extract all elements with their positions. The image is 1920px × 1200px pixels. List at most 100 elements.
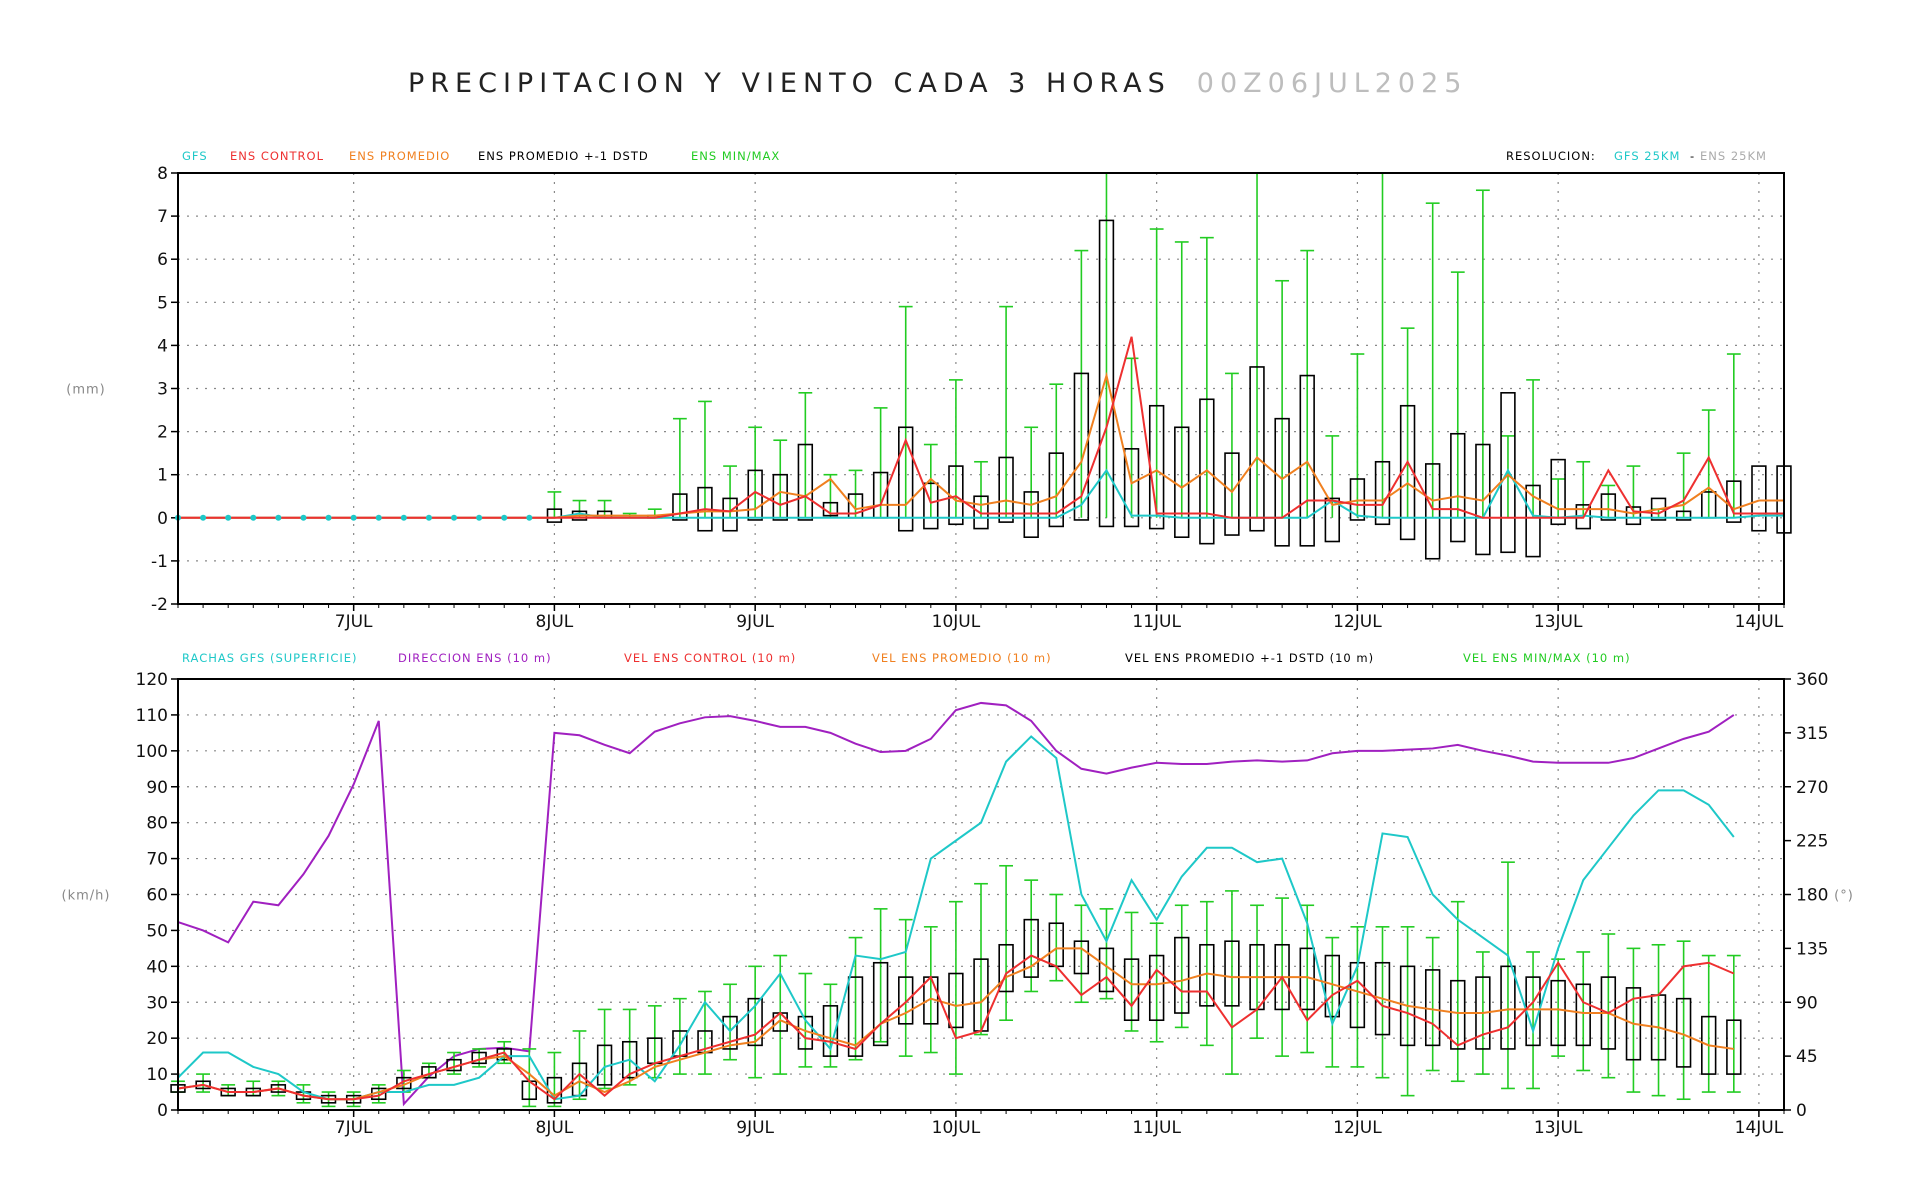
gfs-point	[400, 514, 407, 521]
x-tick-label: 8JUL	[536, 612, 574, 632]
y-tick-label: 80	[146, 814, 168, 834]
x-tick-label: 14JUL	[1735, 612, 1784, 632]
std-box	[1500, 965, 1516, 1050]
x-tick-label: 10JUL	[932, 612, 981, 632]
std-box	[1174, 936, 1190, 1014]
gfs-point	[350, 514, 357, 521]
y-tick-label: -1	[151, 552, 168, 572]
x-tick-label: 14JUL	[1735, 1118, 1784, 1138]
std-box	[1625, 506, 1642, 526]
std-box	[948, 972, 964, 1029]
std-box	[1450, 432, 1466, 543]
gfs-point	[375, 514, 382, 521]
y2-tick-label: 135	[1796, 939, 1828, 959]
gfs-point	[275, 514, 282, 521]
std-box	[822, 1005, 839, 1057]
gfs-point	[250, 514, 257, 521]
y2-tick-label: 90	[1796, 993, 1818, 1013]
legend-ens-minmax: ENS MIN/MAX	[691, 149, 780, 163]
x-tick-label: 9JUL	[736, 612, 774, 632]
gfs-point	[325, 514, 332, 521]
std-box	[672, 493, 688, 521]
plot-frame	[177, 678, 1785, 1111]
legend-vel-std: VEL ENS PROMEDIO +-1 DSTD (10 m)	[1125, 651, 1374, 665]
x-tick-label: 11JUL	[1132, 1118, 1181, 1138]
std-box	[847, 976, 864, 1057]
std-box	[1274, 417, 1290, 547]
y-axis-label: (mm)	[66, 383, 105, 398]
std-box	[1424, 463, 1441, 560]
x-tick-label: 12JUL	[1333, 612, 1382, 632]
gfs-point	[451, 514, 458, 521]
y-tick-label: 3	[157, 380, 168, 400]
std-box	[923, 482, 939, 530]
y2-tick-label: 0	[1796, 1101, 1807, 1121]
y2-tick-label: 225	[1796, 832, 1828, 852]
y-tick-label: 0	[157, 509, 168, 529]
y-tick-label: 2	[157, 423, 168, 443]
series-gfs	[177, 735, 1735, 1101]
y-axis-label: (km/h)	[62, 889, 111, 904]
x-tick-label: 7JUL	[335, 1118, 373, 1138]
legend-ens-control: ENS CONTROL	[230, 149, 324, 163]
std-box	[1123, 958, 1140, 1022]
y-tick-label: 8	[157, 164, 168, 184]
legend-vel-promedio: VEL ENS PROMEDIO (10 m)	[872, 651, 1052, 665]
y-tick-label: 100	[136, 742, 168, 762]
std-box	[1098, 947, 1115, 993]
y2-tick-label: 270	[1796, 778, 1828, 798]
legend-gfs: GFS	[182, 149, 208, 163]
std-box	[1249, 366, 1265, 532]
gfs-point	[476, 514, 483, 521]
std-box	[1550, 458, 1566, 526]
std-box	[797, 443, 814, 521]
title-date: 00Z06JUL2025	[1196, 68, 1468, 99]
chart-title: PRECIPITACION Y VIENTO CADA 3 HORAS 00Z06…	[408, 68, 1467, 99]
x-tick-label: 11JUL	[1132, 612, 1181, 632]
legend-vel-control: VEL ENS CONTROL (10 m)	[624, 651, 796, 665]
top-legend: GFS ENS CONTROL ENS PROMEDIO ENS PROMEDI…	[182, 149, 1766, 163]
std-box	[747, 997, 763, 1047]
y-tick-label: 110	[136, 706, 168, 726]
std-box	[1023, 491, 1039, 538]
gfs-point	[225, 514, 232, 521]
x-tick-label: 13JUL	[1534, 1118, 1583, 1138]
legend-direccion: DIRECCION ENS (10 m)	[398, 651, 552, 665]
series-control	[178, 336, 1784, 519]
y-tick-label: 60	[146, 886, 168, 906]
std-box	[1575, 983, 1591, 1047]
std-box	[396, 1076, 412, 1090]
y2-tick-label: 180	[1796, 886, 1828, 906]
gfs-point	[526, 514, 533, 521]
legend-resolucion: RESOLUCION:	[1506, 149, 1596, 163]
std-box	[1450, 979, 1466, 1050]
std-box	[1048, 452, 1064, 528]
std-box	[1023, 918, 1039, 978]
y-tick-label: 30	[146, 993, 168, 1013]
y-tick-label: 90	[146, 778, 168, 798]
y-tick-label: 20	[146, 1029, 168, 1049]
std-box	[1224, 940, 1240, 1007]
x-tick-label: 12JUL	[1333, 1118, 1382, 1138]
std-box	[973, 495, 989, 530]
std-box	[1500, 392, 1516, 554]
series-direccion	[177, 701, 1735, 1107]
y-tick-label: 4	[157, 336, 168, 356]
y-tick-label: 6	[157, 250, 168, 270]
y-tick-label: 7	[157, 207, 168, 227]
y2-axis-label: (°)	[1834, 889, 1854, 904]
std-box	[1098, 219, 1115, 528]
wind-panel: 0 10 20 30 40 50 60 70 80 90 100 110 120 7JUL 8JUL 9JUL…	[62, 670, 1854, 1138]
x-tick-label: 7JUL	[335, 612, 373, 632]
y2-tick-label: 315	[1796, 724, 1828, 744]
std-box	[1726, 480, 1742, 523]
std-box	[1199, 398, 1215, 545]
y-tick-label: 0	[157, 1101, 168, 1121]
std-box	[621, 1040, 638, 1079]
std-box	[1675, 510, 1692, 521]
gfs-point	[200, 514, 207, 521]
legend-res-gfs: GFS 25KM	[1614, 149, 1680, 163]
y-tick-label: 10	[146, 1065, 168, 1085]
y-tick-label: -2	[151, 595, 168, 615]
